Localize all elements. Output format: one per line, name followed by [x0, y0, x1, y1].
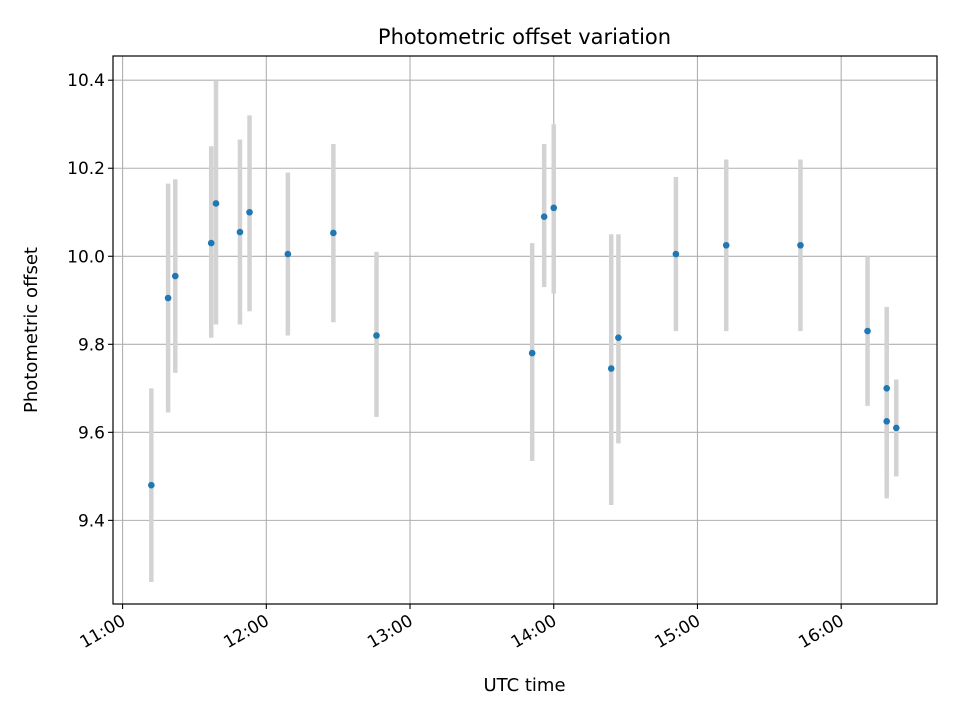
data-point: [797, 241, 804, 249]
data-point: [864, 327, 871, 335]
data-point: [164, 294, 172, 302]
data-point: [672, 250, 680, 258]
y-tick-label: 10.0: [67, 247, 105, 267]
chart-title: Photometric offset variation: [378, 25, 671, 49]
x-axis-label: UTC time: [483, 675, 565, 696]
data-point: [148, 481, 155, 489]
data-point: [615, 334, 622, 342]
y-tick-label: 10.2: [67, 159, 105, 179]
data-point: [883, 418, 890, 425]
data-point: [246, 208, 253, 216]
data-point: [528, 349, 536, 357]
data-point: [607, 365, 615, 372]
data-point: [207, 239, 215, 247]
y-axis-ticks: 9.4 9.6 9.8 10.0 10.2 10.4: [67, 71, 113, 531]
data-point: [330, 229, 337, 237]
data-points: [148, 200, 900, 489]
data-point: [883, 385, 890, 392]
data-point: [722, 241, 730, 249]
data-point: [550, 204, 558, 212]
y-tick-label: 9.6: [78, 423, 105, 443]
y-tick-label: 9.4: [78, 511, 105, 531]
y-tick-label: 9.8: [78, 335, 105, 355]
data-point: [212, 200, 220, 207]
plot-frame: [112, 55, 938, 605]
data-point: [284, 250, 292, 258]
data-point: [373, 332, 380, 339]
data-point: [540, 213, 548, 220]
data-point: [892, 424, 900, 432]
y-tick-label: 10.4: [67, 71, 105, 91]
y-axis-label: Photometric offset: [21, 247, 42, 413]
data-point: [236, 228, 244, 236]
data-point: [171, 272, 179, 280]
